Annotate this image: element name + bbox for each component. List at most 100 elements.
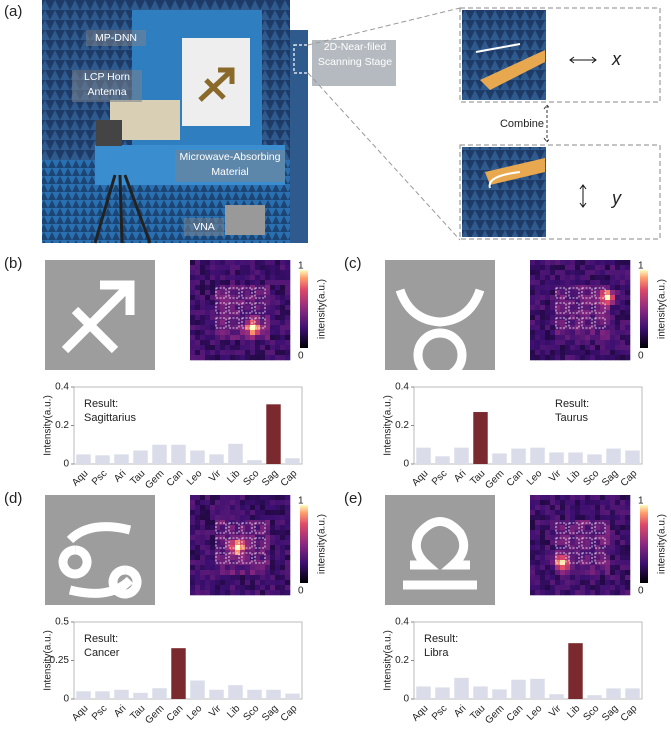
heatmap-cell — [205, 325, 211, 331]
heatmap-cell — [590, 545, 596, 551]
heatmap-cell — [285, 300, 291, 306]
heatmap-cell — [625, 305, 631, 311]
heatmap-cell — [540, 550, 546, 556]
heatmap-cell — [235, 555, 241, 561]
heatmap-cell — [190, 305, 196, 311]
heatmap-cell — [605, 305, 611, 311]
heatmap-cell — [560, 300, 566, 306]
heatmap-cell — [540, 575, 546, 581]
heatmap-cell — [530, 325, 536, 331]
heatmap-cell — [260, 335, 266, 341]
detector-region — [215, 537, 227, 549]
heatmap-cell — [270, 585, 276, 591]
heatmap-cell — [275, 345, 281, 351]
heatmap-cell — [225, 550, 231, 556]
colorbar-tick-label: 0 — [638, 586, 644, 597]
bar — [606, 688, 621, 699]
heatmap-cell — [555, 585, 561, 591]
heatmap-cell — [605, 515, 611, 521]
heatmap-cell — [565, 585, 571, 591]
heatmap-cell — [585, 345, 591, 351]
heatmap-cell — [580, 590, 586, 596]
heatmap-cell — [245, 545, 251, 551]
heatmap-cell — [210, 525, 216, 531]
heatmap-cell — [535, 265, 541, 271]
heatmap-cell — [220, 520, 226, 526]
heatmap-cell — [210, 550, 216, 556]
heatmap-cell — [190, 275, 196, 281]
y-tick-label: 0 — [63, 694, 69, 705]
heatmap-cell — [540, 530, 546, 536]
heatmap-cell — [225, 500, 231, 506]
heatmap-cell — [225, 510, 231, 516]
heatmap-cell — [610, 285, 616, 291]
heatmap-cell — [585, 555, 591, 561]
heatmap-cell — [540, 270, 546, 276]
heatmap-cell — [260, 280, 266, 286]
x-tick-label: Lib — [565, 468, 583, 486]
heatmap-cell — [210, 285, 216, 291]
heatmap-cell — [280, 545, 286, 551]
heatmap-cell — [615, 545, 621, 551]
heatmap-cell — [195, 525, 201, 531]
heatmap-cell — [625, 300, 631, 306]
heatmap-cell — [230, 515, 236, 521]
heatmap-cell — [530, 570, 536, 576]
heatmap-cell — [565, 270, 571, 276]
photo-label: MP-DNN — [95, 32, 137, 44]
heatmap-cell — [610, 300, 616, 306]
heatmap-cell — [580, 340, 586, 346]
detector-region — [241, 537, 253, 549]
heatmap-cell — [550, 515, 556, 521]
x-tick-label: Vir — [547, 703, 564, 720]
heatmap-cell — [245, 550, 251, 556]
panel: (d) 10intensity(a.u.)00.250.5Intensity(a.… — [4, 490, 328, 726]
heatmap-cell — [270, 270, 276, 276]
photo-label-box: Microwave-Absorbing Material — [180, 151, 281, 178]
heatmap-cell — [580, 305, 586, 311]
heatmap-cell — [545, 555, 551, 561]
heatmap-cell — [590, 575, 596, 581]
heatmap-cell — [285, 540, 291, 546]
heatmap-cell — [280, 265, 286, 271]
heatmap-cell — [250, 345, 256, 351]
heatmap-cell — [215, 290, 221, 296]
heatmap-cell — [535, 500, 541, 506]
heatmap-cell — [620, 535, 626, 541]
heatmap-cell — [225, 315, 231, 321]
heatmap-cell — [205, 280, 211, 286]
heatmap-cell — [215, 580, 221, 586]
heatmap-cell — [620, 585, 626, 591]
y-tick-label: 0.2 — [55, 420, 69, 431]
heatmap-cell — [535, 345, 541, 351]
heatmap-cell — [215, 575, 221, 581]
heatmap-cell — [245, 570, 251, 576]
heatmap-cell — [230, 280, 236, 286]
heatmap-cell — [625, 340, 631, 346]
x-tick-label: Aqu — [410, 703, 430, 723]
heatmap-cell — [225, 530, 231, 536]
heatmap-cell — [620, 580, 626, 586]
heatmap-cell — [235, 585, 241, 591]
heatmap-cell — [280, 580, 286, 586]
heatmap-cell — [215, 585, 221, 591]
detector-region — [228, 552, 240, 564]
heatmap-cell — [195, 505, 201, 511]
heatmap-cell — [235, 500, 241, 506]
heatmap-cell — [625, 345, 631, 351]
heatmap-cell — [190, 300, 196, 306]
colorbar — [640, 270, 648, 348]
heatmap-cell — [530, 355, 536, 361]
heatmap-cell — [205, 530, 211, 536]
heatmap-cell — [190, 565, 196, 571]
heatmap-cell — [610, 340, 616, 346]
heatmap-cell — [285, 335, 291, 341]
heatmap-cell — [595, 535, 601, 541]
heatmap-cell — [275, 265, 281, 271]
heatmap-cell — [535, 335, 541, 341]
heatmap-cell — [540, 510, 546, 516]
heatmap-cell — [220, 505, 226, 511]
heatmap-cell — [590, 505, 596, 511]
heatmap-cell — [550, 330, 556, 336]
heatmap-cell — [595, 345, 601, 351]
